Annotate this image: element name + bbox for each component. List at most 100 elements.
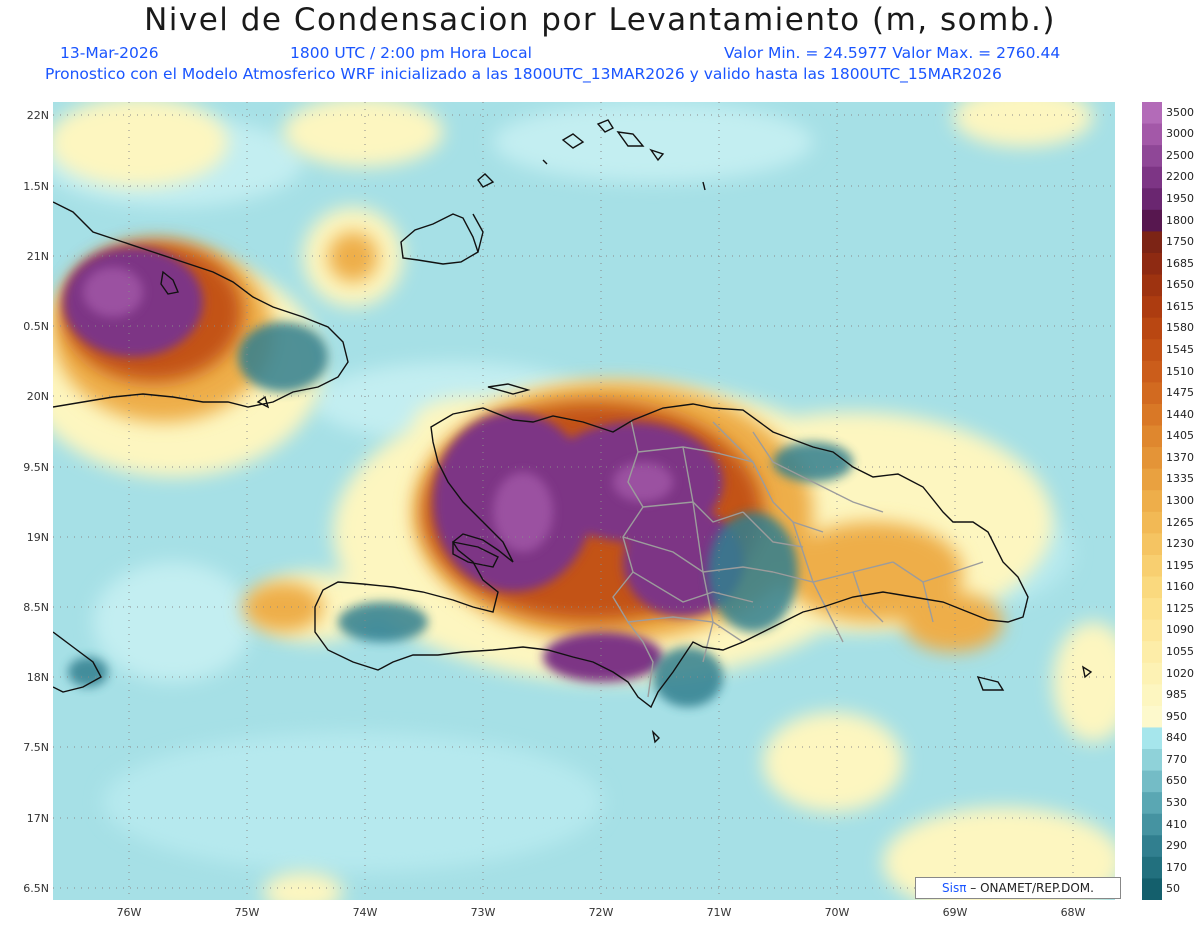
lat-label: 8.5N (23, 601, 49, 614)
lat-label: 17N (26, 812, 49, 825)
forecast-date: 13-Mar-2026 (60, 44, 159, 62)
colorbar-label: 1125 (1166, 601, 1194, 615)
colorbar-swatch (1142, 166, 1162, 189)
colorbar-swatch (1142, 813, 1162, 836)
colorbar-label: 1265 (1166, 515, 1194, 529)
coastlines (53, 119, 1093, 744)
colorbar-label: 170 (1166, 860, 1187, 874)
colorbar-label: 1545 (1166, 343, 1194, 357)
colorbar-swatch (1142, 598, 1162, 621)
colorbar-swatch (1142, 662, 1162, 685)
lat-label: 19N (26, 531, 49, 544)
colorbar-label: 1475 (1166, 386, 1194, 400)
colorbar-label: 1195 (1166, 558, 1194, 572)
lon-label: 68W (1060, 906, 1086, 919)
colorbar-swatch (1142, 447, 1162, 470)
colorbar-label: 1510 (1166, 364, 1194, 378)
lcl-forecast-map (53, 102, 1115, 900)
province-borders (612, 419, 984, 698)
colorbar-label: 1685 (1166, 256, 1194, 270)
colorbar-swatch (1142, 576, 1162, 599)
sispi-logo: Sisπ (942, 881, 967, 895)
colorbar-label: 1800 (1166, 213, 1194, 227)
colorbar (1142, 102, 1162, 900)
graticule (53, 102, 1115, 900)
colorbar-label: 2200 (1166, 170, 1194, 184)
colorbar-label: 1090 (1166, 623, 1194, 637)
colorbar-swatch (1142, 684, 1162, 707)
colorbar-label: 410 (1166, 817, 1187, 831)
colorbar-label: 1300 (1166, 494, 1194, 507)
credit-box: Sisπ – ONAMET/REP.DOM. (915, 877, 1121, 899)
colorbar-label: 1615 (1166, 299, 1194, 313)
colorbar-label: 650 (1166, 774, 1187, 788)
lon-label: 76W (116, 906, 142, 919)
colorbar-swatch (1142, 878, 1162, 900)
lat-label: 22N (26, 109, 49, 122)
colorbar-swatch (1142, 102, 1162, 125)
colorbar-swatch (1142, 296, 1162, 319)
colorbar-label: 3500 (1166, 105, 1194, 119)
colorbar-label: 50 (1166, 882, 1180, 896)
colorbar-swatch (1142, 749, 1162, 772)
colorbar-label: 1405 (1166, 429, 1194, 443)
colorbar-swatch (1142, 403, 1162, 427)
colorbar-swatch (1142, 188, 1162, 211)
colorbar-swatch (1142, 856, 1162, 879)
colorbar-label: 3000 (1166, 127, 1194, 141)
lat-label: 21N (26, 250, 49, 263)
colorbar-label: 1440 (1166, 407, 1194, 421)
forecast-time: 1800 UTC / 2:00 pm Hora Local (290, 44, 532, 62)
colorbar-swatch (1142, 274, 1162, 297)
colorbar-swatch (1142, 360, 1162, 383)
colorbar-label: 1750 (1166, 235, 1194, 249)
colorbar-label: 1370 (1166, 450, 1194, 464)
colorbar-swatch (1142, 835, 1162, 858)
colorbar-label: 290 (1166, 839, 1187, 853)
colorbar-label: 1580 (1166, 321, 1194, 335)
colorbar-label: 1160 (1166, 580, 1194, 594)
map-title: Nivel de Condensacion por Levantamiento … (144, 2, 1056, 38)
colorbar-label: 840 (1166, 731, 1187, 745)
colorbar-swatch (1142, 231, 1162, 254)
lat-label: 20N (26, 390, 49, 403)
colorbar-label: 1230 (1166, 537, 1194, 551)
lon-label: 70W (824, 906, 850, 919)
colorbar-swatch (1142, 727, 1162, 750)
lat-label: 9.5N (23, 461, 49, 474)
lon-label: 69W (942, 906, 968, 919)
colorbar-swatch (1142, 533, 1162, 556)
colorbar-label: 1650 (1166, 278, 1194, 292)
lat-label: 6.5N (23, 882, 49, 895)
lat-label: 7.5N (23, 741, 49, 754)
colorbar-label: 1335 (1166, 472, 1194, 486)
lon-label: 72W (588, 906, 614, 919)
colorbar-swatch (1142, 468, 1162, 491)
colorbar-label: 985 (1166, 688, 1187, 702)
colorbar-label: 2500 (1166, 148, 1194, 162)
lon-label: 74W (352, 906, 378, 919)
colorbar-swatch (1142, 123, 1162, 146)
colorbar-swatch (1142, 317, 1162, 340)
colorbar-swatch (1142, 619, 1162, 642)
colorbar-label: 770 (1166, 752, 1187, 766)
lon-label: 71W (706, 906, 732, 919)
colorbar-swatch (1142, 705, 1162, 728)
lat-label: 18N (26, 671, 49, 684)
colorbar-swatch (1142, 382, 1162, 405)
colorbar-swatch (1142, 145, 1162, 168)
colorbar-swatch (1142, 792, 1162, 815)
colorbar-label: 1055 (1166, 644, 1194, 658)
colorbar-label: 950 (1166, 709, 1187, 723)
min-max-values: Valor Min. = 24.5977 Valor Max. = 2760.4… (724, 44, 1061, 62)
colorbar-label: 1950 (1166, 192, 1194, 206)
colorbar-swatch (1142, 770, 1162, 793)
colorbar-swatch (1142, 511, 1162, 534)
colorbar-swatch (1142, 425, 1162, 448)
colorbar-swatch (1142, 490, 1162, 513)
colorbar-swatch (1142, 554, 1162, 577)
lat-label: 1.5N (23, 180, 49, 193)
colorbar-swatch (1142, 209, 1162, 232)
lon-label: 75W (234, 906, 260, 919)
colorbar-swatch (1142, 252, 1162, 276)
